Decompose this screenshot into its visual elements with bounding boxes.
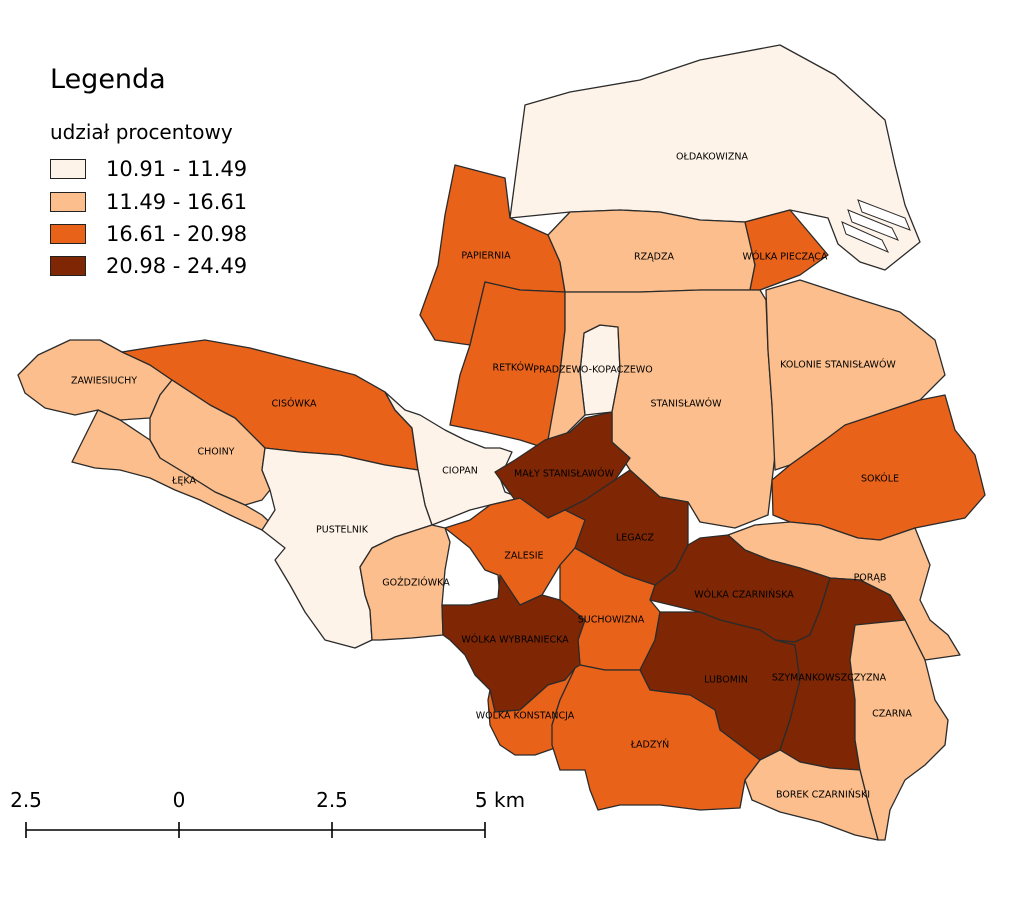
region-label: ŁĘKA bbox=[171, 476, 196, 487]
legend-swatch bbox=[50, 159, 86, 179]
region-wolka-pieczaca bbox=[744, 209, 829, 291]
region-label: OŁDAKOWIZNA bbox=[676, 152, 748, 163]
region-label: MAŁY STANISŁAWÓW bbox=[514, 468, 615, 480]
legend-swatch bbox=[50, 256, 86, 276]
region-label: LUBOMIN bbox=[704, 675, 748, 686]
region-label: PORĄB bbox=[854, 573, 887, 584]
region-borek-czarninski bbox=[744, 749, 879, 841]
water-strip bbox=[857, 199, 911, 231]
legend-item: 20.98 - 24.49 bbox=[50, 254, 247, 278]
region-label: CHOINY bbox=[198, 447, 235, 458]
legend-item: 10.91 - 11.49 bbox=[50, 157, 247, 181]
legend-label: 20.98 - 24.49 bbox=[106, 254, 248, 278]
legend-label: 11.49 - 16.61 bbox=[106, 190, 248, 214]
scale-bar-label: 0 bbox=[173, 788, 186, 812]
legend-title: Legenda bbox=[50, 64, 166, 95]
region-label: WÓLKA PIECZĄCA bbox=[743, 251, 828, 263]
region-czarna bbox=[849, 619, 949, 841]
region-label: WÓLKA CZARNIŃSKA bbox=[694, 589, 794, 601]
region-label: PRADZEWO-KOPACZEWO bbox=[533, 365, 653, 376]
region-label: LEGACZ bbox=[616, 533, 655, 544]
region-label: BOREK CZARNIŃSKI bbox=[776, 789, 870, 801]
region-label: WÓLKA KONSTANCJA bbox=[476, 710, 575, 722]
legend-subtitle: udział procentowy bbox=[50, 120, 233, 144]
region-label: CIOPAN bbox=[442, 466, 478, 477]
region-label: PUSTELNIK bbox=[316, 525, 369, 536]
scale-bar-label: 2.5 bbox=[316, 788, 348, 812]
region-sokole bbox=[771, 394, 986, 541]
region-label: WÓLKA WYBRANIECKA bbox=[461, 634, 569, 646]
region-label: RZĄDZA bbox=[634, 252, 674, 263]
legend-item: 16.61 - 20.98 bbox=[50, 222, 247, 246]
region-label: RETKÓW bbox=[493, 362, 535, 374]
legend-label: 10.91 - 11.49 bbox=[106, 157, 248, 181]
region-label: ZAWIESIUCHY bbox=[71, 376, 137, 387]
region-label: SOKÓLE bbox=[861, 473, 899, 485]
region-label: ZALESIE bbox=[504, 551, 543, 562]
region-label: ŁADZYŃ bbox=[630, 739, 670, 751]
scale-bar-label: 2.5 bbox=[10, 788, 42, 812]
region-label: KOLONIE STANISŁAWÓW bbox=[780, 359, 896, 371]
region-label: PAPIERNIA bbox=[461, 251, 511, 262]
scale-bar-label: 5 km bbox=[475, 788, 525, 812]
region-label: STANISŁAWÓW bbox=[650, 398, 722, 410]
scale-bar: 2.5 0 2.5 5 km bbox=[10, 788, 525, 838]
region-label: CZARNA bbox=[872, 709, 912, 720]
water-strip bbox=[847, 209, 900, 241]
legend-swatch bbox=[50, 224, 86, 244]
region-label: CISÓWKA bbox=[272, 398, 317, 410]
legend-label: 16.61 - 20.98 bbox=[106, 222, 248, 246]
region-ladzyn bbox=[551, 664, 761, 811]
region-label: SUCHOWIZNA bbox=[578, 615, 645, 626]
region-label: SZYMANKOWSZCZYZNA bbox=[772, 673, 887, 684]
water-strip bbox=[841, 221, 890, 253]
regions-layer bbox=[17, 44, 986, 841]
region-label: GOŹDZIÓWKA bbox=[382, 577, 450, 589]
region-labels-layer: OŁDAKOWIZNA PAPIERNIA RZĄDZA WÓLKA PIECZĄCA… bbox=[71, 152, 912, 801]
legend-swatch bbox=[50, 192, 86, 212]
legend-item: 11.49 - 16.61 bbox=[50, 190, 247, 214]
